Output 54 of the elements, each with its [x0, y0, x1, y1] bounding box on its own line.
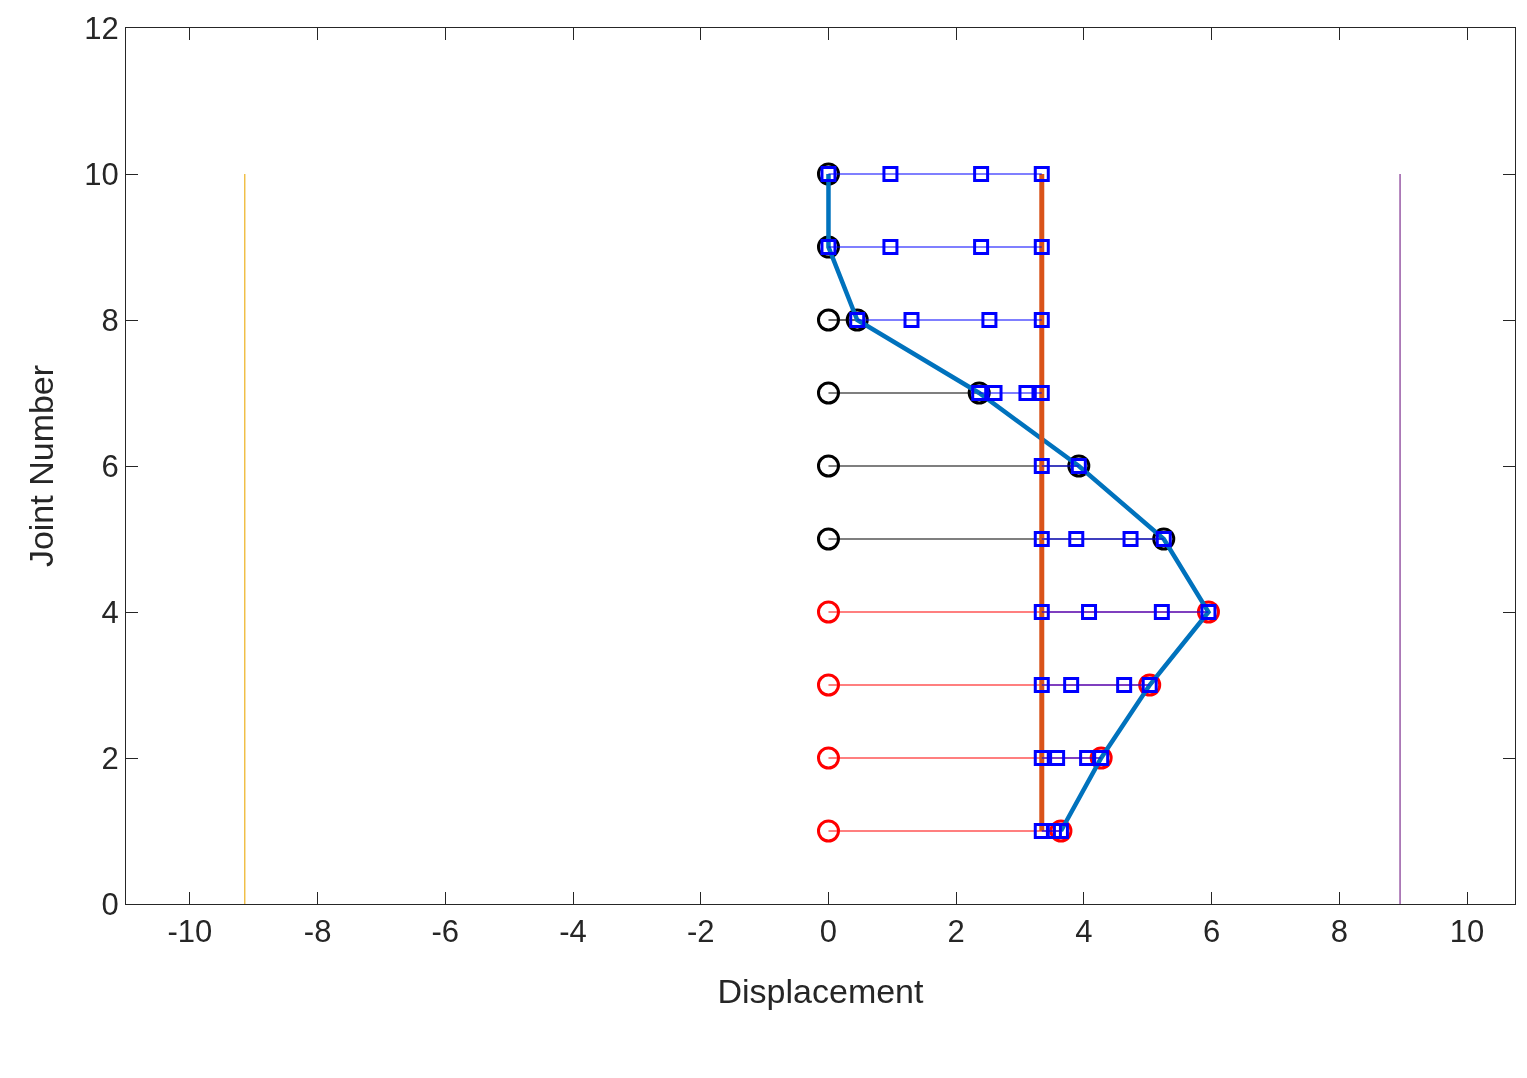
point — [903, 312, 920, 328]
x-tick-label: -4 — [559, 914, 587, 950]
x-tick-label: 10 — [1449, 914, 1485, 950]
point — [1033, 604, 1050, 620]
point — [1153, 604, 1170, 620]
point — [882, 166, 899, 182]
y-tick-label: 8 — [101, 302, 119, 338]
point — [816, 600, 840, 624]
point — [1033, 239, 1050, 255]
point — [816, 381, 840, 405]
x-tick-label: -2 — [686, 914, 715, 950]
x-axis-title: Displacement — [717, 971, 925, 1010]
point — [1122, 531, 1139, 547]
y-tick-label: 2 — [101, 740, 119, 776]
point — [1033, 677, 1050, 693]
point — [1081, 604, 1098, 620]
point — [1068, 531, 1085, 547]
point — [1033, 458, 1050, 474]
point — [1049, 750, 1066, 766]
point — [973, 239, 990, 255]
x-tick-label: -10 — [167, 914, 213, 950]
point — [1079, 750, 1096, 766]
point — [1033, 823, 1050, 839]
point — [1033, 312, 1050, 328]
point — [882, 239, 899, 255]
point — [816, 454, 840, 478]
point — [1116, 677, 1133, 693]
point — [981, 312, 998, 328]
y-tick-label: 12 — [84, 10, 119, 46]
y-axis-title: Joint Number — [21, 364, 60, 568]
y-tick-label: 6 — [101, 448, 119, 484]
point — [1033, 166, 1050, 182]
point — [1018, 385, 1035, 401]
point — [986, 385, 1003, 401]
point — [816, 527, 840, 551]
x-tick-label: 6 — [1203, 914, 1221, 950]
point — [816, 308, 840, 332]
point — [1033, 531, 1050, 547]
x-tick-label: 4 — [1075, 914, 1093, 950]
x-tick-label: 2 — [947, 914, 965, 950]
point — [1063, 677, 1080, 693]
point — [816, 819, 840, 843]
x-tick-label: 8 — [1330, 914, 1349, 950]
point — [816, 746, 840, 770]
x-tick-label: -6 — [431, 914, 460, 950]
point — [816, 673, 840, 697]
y-tick-label: 0 — [101, 886, 119, 922]
y-tick-label: 4 — [101, 594, 119, 630]
y-tick-label: 10 — [84, 156, 119, 192]
x-tick-label: 0 — [819, 914, 838, 950]
point — [973, 166, 990, 182]
point — [1033, 385, 1050, 401]
point — [1033, 750, 1050, 766]
x-tick-label: -8 — [303, 914, 332, 950]
